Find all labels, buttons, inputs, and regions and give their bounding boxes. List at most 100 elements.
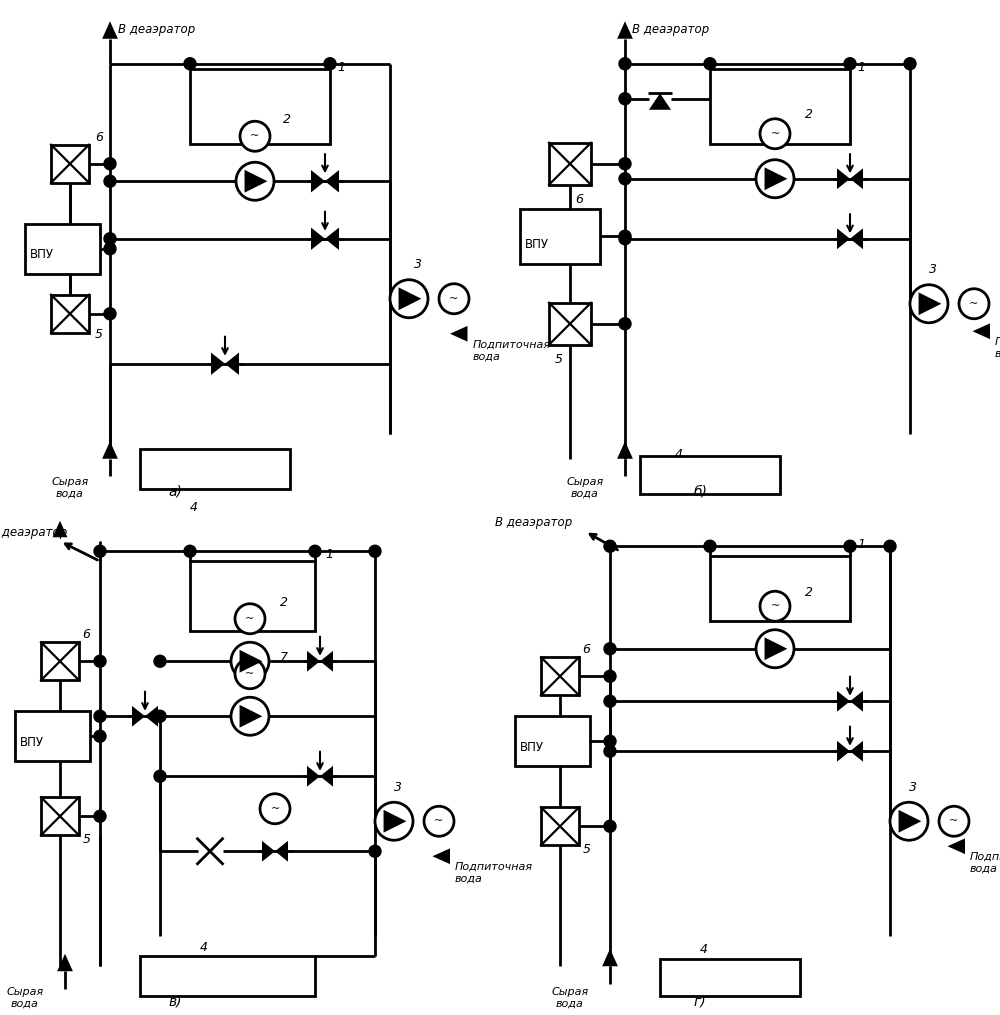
Text: Подпиточная
вода: Подпиточная вода	[970, 853, 1000, 874]
Circle shape	[184, 58, 196, 70]
Bar	[25, 223, 100, 274]
Circle shape	[604, 695, 616, 707]
Circle shape	[619, 318, 631, 330]
Circle shape	[619, 92, 631, 105]
Bar	[41, 642, 79, 680]
Circle shape	[231, 642, 269, 680]
Text: 1: 1	[338, 61, 346, 74]
Bar	[51, 294, 89, 333]
Polygon shape	[948, 838, 965, 855]
Polygon shape	[145, 705, 158, 727]
Circle shape	[910, 285, 948, 323]
Circle shape	[390, 280, 428, 318]
Bar	[15, 712, 90, 761]
Polygon shape	[262, 840, 275, 862]
Circle shape	[439, 284, 469, 314]
Circle shape	[704, 540, 716, 552]
Circle shape	[604, 820, 616, 832]
Circle shape	[369, 545, 381, 557]
Circle shape	[104, 157, 116, 170]
Polygon shape	[307, 766, 320, 787]
Polygon shape	[320, 651, 333, 672]
Polygon shape	[850, 691, 863, 712]
Text: В деаэратор: В деаэратор	[0, 526, 67, 539]
Text: 1: 1	[325, 548, 333, 561]
Polygon shape	[132, 705, 145, 727]
Bar	[549, 302, 591, 345]
Circle shape	[904, 58, 916, 70]
Text: 5: 5	[82, 833, 90, 847]
Text: ~: ~	[250, 131, 260, 141]
Polygon shape	[325, 171, 339, 193]
Circle shape	[104, 232, 116, 245]
Text: Подпиточная
вода: Подпиточная вода	[995, 337, 1000, 358]
Circle shape	[240, 121, 270, 151]
Text: В деаэратор: В деаэратор	[633, 23, 710, 37]
Circle shape	[959, 288, 989, 319]
Circle shape	[94, 545, 106, 557]
Polygon shape	[102, 442, 118, 459]
Polygon shape	[850, 168, 863, 189]
Text: ВПУ: ВПУ	[520, 741, 544, 754]
Bar	[710, 556, 850, 621]
Polygon shape	[211, 352, 225, 375]
Bar	[549, 143, 591, 185]
Bar	[541, 658, 579, 695]
Circle shape	[604, 735, 616, 747]
Circle shape	[104, 176, 116, 187]
Circle shape	[94, 710, 106, 723]
Text: ~: ~	[449, 293, 459, 303]
Circle shape	[260, 794, 290, 824]
Polygon shape	[399, 287, 421, 311]
Circle shape	[104, 308, 116, 320]
Circle shape	[154, 710, 166, 723]
Polygon shape	[240, 650, 262, 673]
Text: Сырая
вода: Сырая вода	[51, 477, 89, 498]
Polygon shape	[320, 766, 333, 787]
Polygon shape	[649, 93, 671, 110]
Polygon shape	[450, 326, 468, 342]
Text: ~: ~	[434, 816, 444, 826]
Circle shape	[890, 802, 928, 840]
Circle shape	[844, 540, 856, 552]
Text: 1: 1	[858, 61, 866, 74]
Text: ~: ~	[949, 816, 959, 826]
Bar	[190, 69, 330, 144]
Text: Сырая
вода: Сырая вода	[551, 988, 589, 1009]
Text: 4: 4	[700, 943, 708, 956]
Circle shape	[154, 770, 166, 783]
Text: 2: 2	[805, 109, 813, 121]
Text: ~: ~	[245, 669, 255, 679]
Text: ~: ~	[270, 804, 280, 814]
Text: 2: 2	[283, 114, 290, 126]
Polygon shape	[617, 442, 633, 459]
Polygon shape	[765, 167, 787, 190]
Text: Подпиточная
вода: Подпиточная вода	[455, 862, 533, 884]
Circle shape	[235, 604, 265, 633]
Bar	[140, 956, 315, 997]
Polygon shape	[53, 521, 67, 537]
Circle shape	[375, 802, 413, 840]
Polygon shape	[617, 21, 633, 39]
Circle shape	[760, 592, 790, 621]
Circle shape	[884, 540, 896, 552]
Circle shape	[604, 745, 616, 757]
Polygon shape	[102, 21, 118, 39]
Bar	[660, 959, 800, 997]
Polygon shape	[311, 171, 325, 193]
Circle shape	[236, 162, 274, 200]
Circle shape	[94, 656, 106, 667]
Polygon shape	[850, 741, 863, 761]
Circle shape	[619, 230, 631, 243]
Circle shape	[619, 58, 631, 70]
Circle shape	[704, 58, 716, 70]
Bar	[541, 807, 579, 845]
Text: б): б)	[693, 485, 707, 498]
Text: 7: 7	[280, 651, 288, 664]
Text: В деаэратор: В деаэратор	[495, 516, 572, 529]
Text: 1: 1	[858, 538, 866, 551]
Text: в): в)	[168, 995, 182, 1009]
Text: ~: ~	[770, 601, 780, 611]
Bar	[51, 145, 89, 183]
Bar	[140, 449, 290, 489]
